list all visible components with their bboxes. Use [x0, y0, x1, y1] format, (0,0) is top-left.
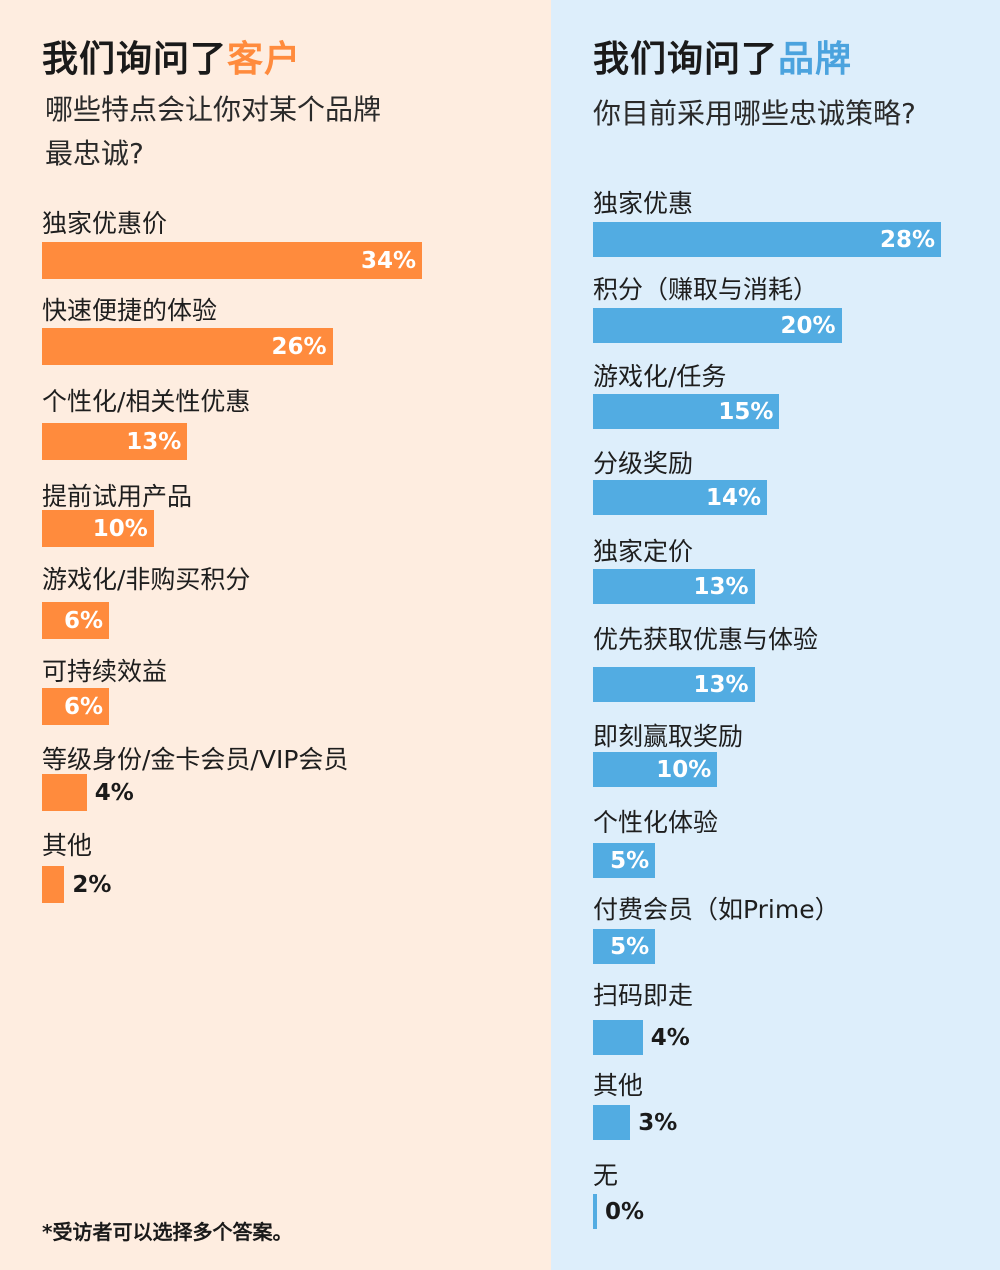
- left-title-main: 我们询问了: [42, 39, 228, 80]
- customer-panel: 我们询问了客户 哪些特点会让你对某个品牌 最忠诚? 独家优惠价 34% 快速便捷的体…: [0, 0, 551, 1270]
- value-label: 4%: [94, 780, 134, 806]
- category-label: 个性化/相关性优惠: [42, 387, 251, 416]
- value-label: 26%: [271, 334, 327, 360]
- category-label: 独家优惠: [593, 189, 694, 218]
- value-label: 15%: [718, 399, 774, 425]
- value-label: 14%: [705, 485, 761, 511]
- footnote: *受访者可以选择多个答案。: [42, 1220, 293, 1244]
- value-label: 5%: [610, 848, 650, 874]
- category-label: 游戏化/非购买积分: [42, 565, 251, 594]
- value-label: 2%: [72, 872, 112, 898]
- value-label: 0%: [605, 1199, 645, 1225]
- bar: [42, 774, 87, 811]
- bar: [42, 602, 110, 639]
- value-label: 4%: [650, 1025, 690, 1051]
- bar: [593, 394, 780, 429]
- category-label: 提前试用产品: [42, 482, 193, 511]
- value-label: 13%: [693, 574, 749, 600]
- category-label: 个性化体验: [593, 808, 719, 837]
- category-label: 付费会员（如Prime）: [593, 895, 840, 924]
- bar: [593, 843, 656, 878]
- right-subtitle-line1: 你目前采用哪些忠诚策略?: [593, 97, 916, 130]
- value-label: 6%: [63, 694, 104, 720]
- value-label: 3%: [638, 1110, 678, 1136]
- left-subtitle: 哪些特点会让你对某个品牌 最忠诚?: [45, 88, 381, 176]
- category-label: 快速便捷的体验: [42, 296, 218, 325]
- value-label: 13%: [126, 429, 182, 455]
- value-label: 6%: [63, 608, 104, 634]
- right-title-main: 我们询问了: [593, 39, 779, 80]
- category-label: 优先获取优惠与体验: [593, 625, 819, 654]
- bar: [593, 1105, 631, 1140]
- bar: [42, 328, 333, 365]
- value-label: 5%: [610, 934, 650, 960]
- value-label: 13%: [693, 672, 749, 698]
- value-label: 20%: [780, 313, 836, 339]
- category-label: 其他: [42, 831, 93, 860]
- category-label: 积分（赚取与消耗）: [593, 275, 819, 304]
- bar: [593, 569, 755, 604]
- category-label: 独家优惠价: [42, 209, 168, 238]
- category-label: 分级奖励: [593, 449, 694, 478]
- bar: [42, 423, 188, 460]
- category-label: 无: [593, 1161, 619, 1190]
- right-title: 我们询问了品牌: [593, 30, 852, 82]
- value-label: 10%: [656, 757, 712, 783]
- category-label: 即刻赢取奖励: [593, 722, 744, 751]
- left-title-accent: 客户: [227, 39, 302, 80]
- bar: [593, 308, 842, 343]
- bar: [593, 1020, 643, 1055]
- category-label: 扫码即走: [593, 981, 694, 1010]
- category-label: 可持续效益: [42, 657, 168, 686]
- bar: [42, 510, 154, 547]
- value-label: 28%: [879, 227, 935, 253]
- right-title-accent: 品牌: [778, 39, 853, 80]
- bar: [593, 222, 941, 257]
- category-label: 等级身份/金卡会员/VIP会员: [42, 745, 349, 774]
- value-label: 10%: [92, 516, 148, 542]
- bar: [42, 866, 65, 903]
- left-subtitle-line2: 最忠诚?: [45, 137, 144, 170]
- brand-panel: 我们询问了品牌 你目前采用哪些忠诚策略? 独家优惠 28% 积分（赚取与消耗） 20%…: [551, 0, 1000, 1270]
- right-subtitle: 你目前采用哪些忠诚策略?: [593, 92, 916, 136]
- category-label: 游戏化/任务: [593, 362, 727, 391]
- category-label: 独家定价: [593, 537, 694, 566]
- left-title: 我们询问了客户: [42, 30, 301, 82]
- category-label: 其他: [593, 1071, 644, 1100]
- bar: [593, 667, 755, 702]
- bar: [593, 929, 656, 964]
- value-label: 34%: [360, 248, 416, 274]
- bar: [42, 688, 110, 725]
- bar: [593, 752, 718, 787]
- bar: [42, 242, 422, 279]
- bar: [593, 1194, 597, 1229]
- left-subtitle-line1: 哪些特点会让你对某个品牌: [45, 93, 382, 126]
- bar: [593, 480, 767, 515]
